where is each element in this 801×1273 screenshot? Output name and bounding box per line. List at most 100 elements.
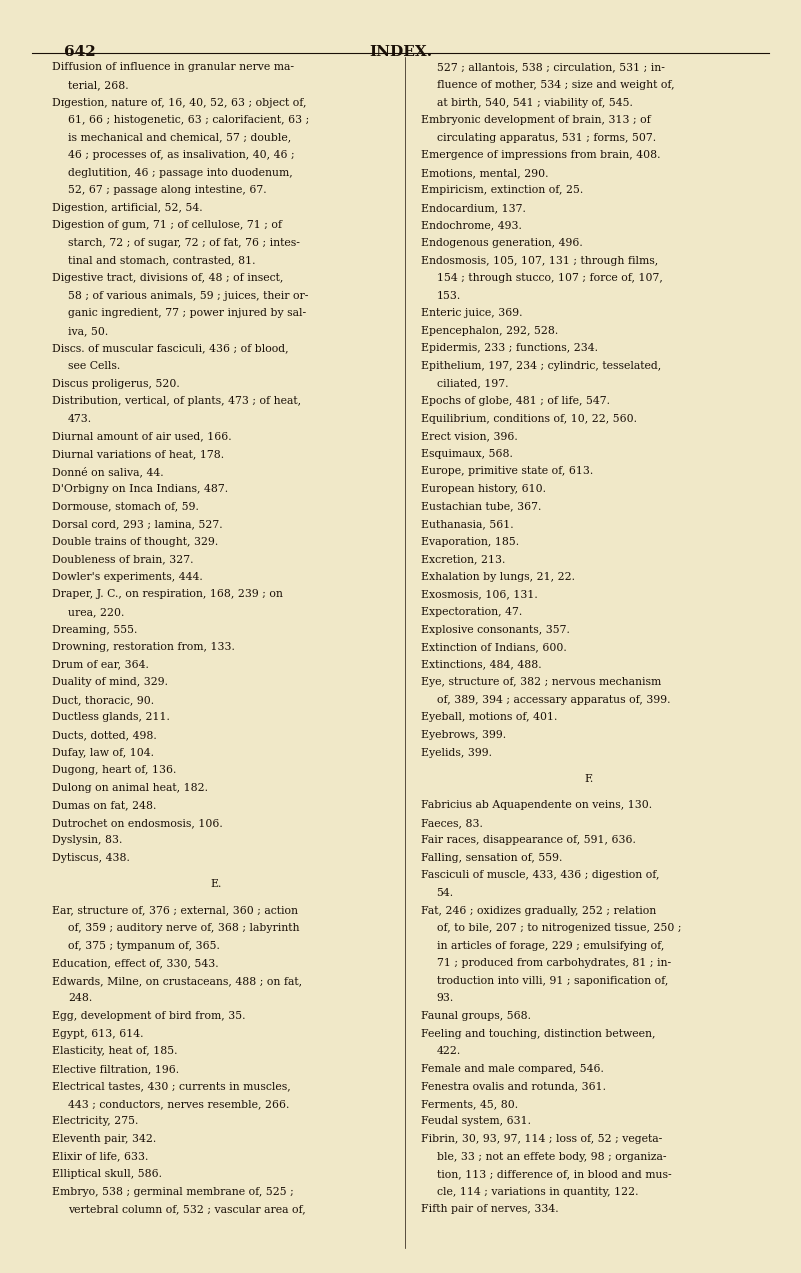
Text: terial, 268.: terial, 268. [68,80,129,90]
Text: vertebral column of, 532 ; vascular area of,: vertebral column of, 532 ; vascular area… [68,1204,306,1214]
Text: 473.: 473. [68,414,92,424]
Text: Discus proligerus, 520.: Discus proligerus, 520. [52,378,179,388]
Text: Faeces, 83.: Faeces, 83. [421,817,482,827]
Text: Dreaming, 555.: Dreaming, 555. [52,625,138,634]
Text: Elliptical skull, 586.: Elliptical skull, 586. [52,1169,162,1179]
Text: Embryo, 538 ; germinal membrane of, 525 ;: Embryo, 538 ; germinal membrane of, 525 … [52,1186,294,1197]
Text: Embryonic development of brain, 313 ; of: Embryonic development of brain, 313 ; of [421,115,650,125]
Text: Donné on saliva, 44.: Donné on saliva, 44. [52,466,163,477]
Text: Ducts, dotted, 498.: Ducts, dotted, 498. [52,729,157,740]
Text: Dufay, law of, 104.: Dufay, law of, 104. [52,747,154,757]
Text: Dugong, heart of, 136.: Dugong, heart of, 136. [52,765,176,775]
Text: Discs. of muscular fasciculi, 436 ; of blood,: Discs. of muscular fasciculi, 436 ; of b… [52,344,288,354]
Text: Eye, structure of, 382 ; nervous mechanism: Eye, structure of, 382 ; nervous mechani… [421,677,661,687]
Text: Erect vision, 396.: Erect vision, 396. [421,432,517,442]
Text: Drowning, restoration from, 133.: Drowning, restoration from, 133. [52,642,235,652]
Text: tion, 113 ; difference of, in blood and mus-: tion, 113 ; difference of, in blood and … [437,1169,671,1179]
Text: iva, 50.: iva, 50. [68,326,108,336]
Text: Digestion, artificial, 52, 54.: Digestion, artificial, 52, 54. [52,202,203,213]
Text: Double trains of thought, 329.: Double trains of thought, 329. [52,537,219,546]
Text: Edwards, Milne, on crustaceans, 488 ; on fat,: Edwards, Milne, on crustaceans, 488 ; on… [52,976,302,985]
Text: Europe, primitive state of, 613.: Europe, primitive state of, 613. [421,466,593,476]
Text: Endosmosis, 105, 107, 131 ; through films,: Endosmosis, 105, 107, 131 ; through film… [421,256,658,266]
Text: in articles of forage, 229 ; emulsifying of,: in articles of forage, 229 ; emulsifying… [437,941,664,951]
Text: 71 ; produced from carbohydrates, 81 ; in-: 71 ; produced from carbohydrates, 81 ; i… [437,959,670,969]
Text: of, 389, 394 ; accessary apparatus of, 399.: of, 389, 394 ; accessary apparatus of, 3… [437,695,670,705]
Text: Draper, J. C., on respiration, 168, 239 ; on: Draper, J. C., on respiration, 168, 239 … [52,589,283,600]
Text: Electrical tastes, 430 ; currents in muscles,: Electrical tastes, 430 ; currents in mus… [52,1081,291,1091]
Text: Ferments, 45, 80.: Ferments, 45, 80. [421,1099,517,1109]
Text: Dormouse, stomach of, 59.: Dormouse, stomach of, 59. [52,502,199,512]
Text: Eleventh pair, 342.: Eleventh pair, 342. [52,1134,156,1144]
Text: Ductless glands, 211.: Ductless glands, 211. [52,713,170,722]
Text: 248.: 248. [68,993,92,1003]
Text: 52, 67 ; passage along intestine, 67.: 52, 67 ; passage along intestine, 67. [68,186,267,195]
Text: 58 ; of various animals, 59 ; juices, their or-: 58 ; of various animals, 59 ; juices, th… [68,290,308,300]
Text: Digestive tract, divisions of, 48 ; of insect,: Digestive tract, divisions of, 48 ; of i… [52,274,284,283]
Text: Fasciculi of muscle, 433, 436 ; digestion of,: Fasciculi of muscle, 433, 436 ; digestio… [421,871,659,881]
Text: Doubleness of brain, 327.: Doubleness of brain, 327. [52,554,194,564]
Text: Digestion of gum, 71 ; of cellulose, 71 ; of: Digestion of gum, 71 ; of cellulose, 71 … [52,220,282,230]
Text: 422.: 422. [437,1046,461,1057]
Text: Fibrin, 30, 93, 97, 114 ; loss of, 52 ; vegeta-: Fibrin, 30, 93, 97, 114 ; loss of, 52 ; … [421,1134,662,1144]
Text: Fabricius ab Aquapendente on veins, 130.: Fabricius ab Aquapendente on veins, 130. [421,801,652,810]
Text: Dɪgestion, nature of, 16, 40, 52, 63 ; object of,: Dɪgestion, nature of, 16, 40, 52, 63 ; o… [52,98,307,107]
Text: 443 ; conductors, nerves resemble, 266.: 443 ; conductors, nerves resemble, 266. [68,1099,289,1109]
Text: Drum of ear, 364.: Drum of ear, 364. [52,659,149,670]
Text: INDEX.: INDEX. [369,45,432,59]
Text: Endogenous generation, 496.: Endogenous generation, 496. [421,238,582,248]
Text: Evaporation, 185.: Evaporation, 185. [421,537,519,546]
Text: fluence of mother, 534 ; size and weight of,: fluence of mother, 534 ; size and weight… [437,80,674,90]
Text: tinal and stomach, contrasted, 81.: tinal and stomach, contrasted, 81. [68,256,256,266]
Text: Epithelium, 197, 234 ; cylindric, tesselated,: Epithelium, 197, 234 ; cylindric, tessel… [421,362,661,370]
Text: Empiricism, extinction of, 25.: Empiricism, extinction of, 25. [421,186,583,195]
Text: Esquimaux, 568.: Esquimaux, 568. [421,449,513,458]
Text: F.: F. [584,774,594,784]
Text: Explosive consonants, 357.: Explosive consonants, 357. [421,625,570,634]
Text: Education, effect of, 330, 543.: Education, effect of, 330, 543. [52,959,219,969]
Text: Fenestra ovalis and rotunda, 361.: Fenestra ovalis and rotunda, 361. [421,1081,606,1091]
Text: cle, 114 ; variations in quantity, 122.: cle, 114 ; variations in quantity, 122. [437,1186,638,1197]
Text: Duct, thoracic, 90.: Duct, thoracic, 90. [52,695,154,705]
Text: Fair races, disappearance of, 591, 636.: Fair races, disappearance of, 591, 636. [421,835,635,845]
Text: starch, 72 ; of sugar, 72 ; of fat, 76 ; intes-: starch, 72 ; of sugar, 72 ; of fat, 76 ;… [68,238,300,248]
Text: Dulong on animal heat, 182.: Dulong on animal heat, 182. [52,783,208,793]
Text: deglutition, 46 ; passage into duodenum,: deglutition, 46 ; passage into duodenum, [68,168,293,178]
Text: at birth, 540, 541 ; viability of, 545.: at birth, 540, 541 ; viability of, 545. [437,98,633,107]
Text: Endocardium, 137.: Endocardium, 137. [421,202,525,213]
Text: Diurnal amount of air used, 166.: Diurnal amount of air used, 166. [52,432,231,442]
Text: urea, 220.: urea, 220. [68,607,124,617]
Text: Eustachian tube, 367.: Eustachian tube, 367. [421,502,541,512]
Text: Dowler's experiments, 444.: Dowler's experiments, 444. [52,572,203,582]
Text: D'Orbigny on Inca Indians, 487.: D'Orbigny on Inca Indians, 487. [52,484,228,494]
Text: European history, 610.: European history, 610. [421,484,545,494]
Text: 61, 66 ; histogenetic, 63 ; calorifacient, 63 ;: 61, 66 ; histogenetic, 63 ; calorifacien… [68,115,309,125]
Text: Extinctions, 484, 488.: Extinctions, 484, 488. [421,659,541,670]
Text: Distribution, vertical, of plants, 473 ; of heat,: Distribution, vertical, of plants, 473 ;… [52,396,301,406]
Text: Extinction of Indians, 600.: Extinction of Indians, 600. [421,642,566,652]
Text: Diffusion of influence in granular nerve ma-: Diffusion of influence in granular nerve… [52,62,294,73]
Text: 527 ; allantois, 538 ; circulation, 531 ; in-: 527 ; allantois, 538 ; circulation, 531 … [437,62,664,73]
Text: Emotions, mental, 290.: Emotions, mental, 290. [421,168,548,178]
Text: Exhalation by lungs, 21, 22.: Exhalation by lungs, 21, 22. [421,572,574,582]
Text: Expectoration, 47.: Expectoration, 47. [421,607,521,617]
Text: of, 359 ; auditory nerve of, 368 ; labyrinth: of, 359 ; auditory nerve of, 368 ; labyr… [68,923,300,933]
Text: of, 375 ; tympanum of, 365.: of, 375 ; tympanum of, 365. [68,941,220,951]
Text: Equilibrium, conditions of, 10, 22, 560.: Equilibrium, conditions of, 10, 22, 560. [421,414,637,424]
Text: ciliated, 197.: ciliated, 197. [437,378,508,388]
Text: Elasticity, heat of, 185.: Elasticity, heat of, 185. [52,1046,178,1057]
Text: Diurnal variations of heat, 178.: Diurnal variations of heat, 178. [52,449,224,458]
Text: Endochrome, 493.: Endochrome, 493. [421,220,521,230]
Text: Duality of mind, 329.: Duality of mind, 329. [52,677,168,687]
Text: Female and male compared, 546.: Female and male compared, 546. [421,1064,603,1073]
Text: Excretion, 213.: Excretion, 213. [421,554,505,564]
Text: circulating apparatus, 531 ; forms, 507.: circulating apparatus, 531 ; forms, 507. [437,132,656,143]
Text: of, to bile, 207 ; to nitrogenized tissue, 250 ;: of, to bile, 207 ; to nitrogenized tissu… [437,923,681,933]
Text: 54.: 54. [437,889,453,897]
Text: 642: 642 [64,45,96,59]
Text: is mechanical and chemical, 57 ; double,: is mechanical and chemical, 57 ; double, [68,132,292,143]
Text: Eyeball, motions of, 401.: Eyeball, motions of, 401. [421,713,557,722]
Text: Falling, sensation of, 559.: Falling, sensation of, 559. [421,853,562,863]
Text: troduction into villi, 91 ; saponification of,: troduction into villi, 91 ; saponificati… [437,976,668,985]
Text: Dutrochet on endosmosis, 106.: Dutrochet on endosmosis, 106. [52,817,223,827]
